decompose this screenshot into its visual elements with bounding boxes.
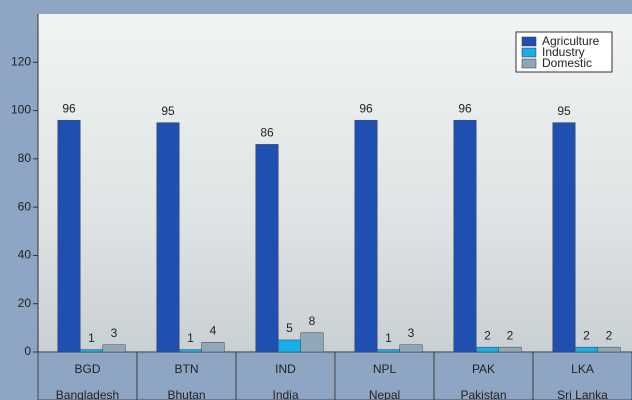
x-tick-label: IND <box>275 362 296 376</box>
x-tick-label: NPL <box>373 362 397 376</box>
y-tick-label: 100 <box>11 103 31 117</box>
legend-label: Industry <box>542 45 585 59</box>
bar <box>201 342 225 353</box>
bar <box>575 346 598 353</box>
data-label: 1 <box>187 331 194 345</box>
data-label: 8 <box>309 314 316 328</box>
bar <box>278 339 301 353</box>
data-label: 96 <box>62 101 76 115</box>
x-tick-label: PAK <box>472 362 495 376</box>
data-label: 3 <box>408 326 415 340</box>
bar <box>377 349 400 353</box>
bar <box>354 119 378 353</box>
x-tick-label: BGD <box>74 362 100 376</box>
bar <box>399 344 423 353</box>
data-label: 96 <box>359 101 373 115</box>
data-label: 86 <box>260 126 274 140</box>
bar <box>597 346 621 353</box>
x-tick-sublabel: Sri Lanka <box>557 388 608 400</box>
x-tick-sublabel: Pakistan <box>460 388 506 400</box>
data-label: 95 <box>557 104 571 118</box>
x-tick-label: BTN <box>175 362 199 376</box>
bar <box>300 332 324 353</box>
data-label: 95 <box>161 104 175 118</box>
legend-label: Agriculture <box>542 34 600 48</box>
y-tick-label: 0 <box>24 344 31 358</box>
data-label: 2 <box>583 328 590 342</box>
data-label: 1 <box>385 331 392 345</box>
category-cell <box>532 351 632 400</box>
legend-label: Domestic <box>542 56 592 70</box>
bar <box>179 349 202 353</box>
y-tick-label: 20 <box>18 296 32 310</box>
data-label: 96 <box>458 101 472 115</box>
bar <box>255 144 279 353</box>
y-tick-label: 60 <box>18 199 32 213</box>
x-tick-label: LKA <box>571 362 594 376</box>
bar <box>80 349 103 353</box>
data-label: 2 <box>507 328 514 342</box>
bar <box>453 119 477 353</box>
x-tick-sublabel: Bhutan <box>167 388 205 400</box>
data-label: 5 <box>286 321 293 335</box>
bar <box>156 122 180 353</box>
bar <box>498 346 522 353</box>
bar <box>552 122 576 353</box>
y-tick-label: 120 <box>11 54 31 68</box>
category-cell <box>136 351 237 400</box>
legend-swatch <box>521 58 537 69</box>
x-tick-sublabel: India <box>272 388 298 400</box>
bar <box>476 346 499 353</box>
data-label: 2 <box>606 328 613 342</box>
y-tick-label: 80 <box>18 151 32 165</box>
category-cell <box>235 351 336 400</box>
data-label: 2 <box>484 328 491 342</box>
bar <box>57 119 81 353</box>
data-label: 3 <box>111 326 118 340</box>
y-tick-label: 40 <box>18 248 32 262</box>
legend-swatch <box>521 36 537 47</box>
bar <box>102 344 126 353</box>
x-tick-sublabel: Bangladesh <box>56 388 119 400</box>
legend-swatch <box>521 47 537 58</box>
x-tick-sublabel: Nepal <box>369 388 400 400</box>
data-label: 4 <box>210 324 217 338</box>
data-label: 1 <box>88 331 95 345</box>
